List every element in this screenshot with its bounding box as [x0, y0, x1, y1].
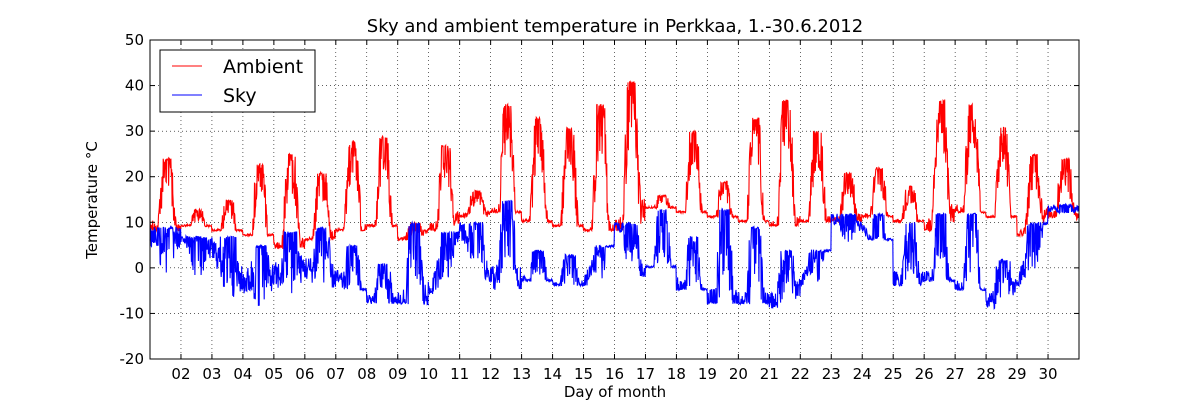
x-tick-label: 08 — [357, 365, 376, 383]
x-tick-label: 12 — [481, 365, 500, 383]
x-tick-label: 15 — [574, 365, 593, 383]
x-tick-label: 29 — [1008, 365, 1027, 383]
y-axis-label: Temperature °C — [83, 141, 101, 260]
x-tick-label: 28 — [977, 365, 996, 383]
x-tick-label: 10 — [419, 365, 438, 383]
y-tick-label: 20 — [125, 168, 144, 186]
x-tick-label: 20 — [729, 365, 748, 383]
x-tick-label: 26 — [915, 365, 934, 383]
x-tick-label: 03 — [202, 365, 221, 383]
x-tick-label: 14 — [543, 365, 562, 383]
x-tick-label: 09 — [388, 365, 407, 383]
y-tick-label: 40 — [125, 77, 144, 95]
x-tick-label: 19 — [698, 365, 717, 383]
sky-series-group — [149, 199, 1080, 310]
legend: Ambient Sky — [159, 49, 316, 113]
sky-series-line — [149, 199, 1080, 310]
x-tick-label: 07 — [326, 365, 345, 383]
axis-ticks — [150, 39, 1079, 360]
y-tick-label: 30 — [125, 122, 144, 140]
x-tick-label: 24 — [853, 365, 872, 383]
x-tick-label: 17 — [636, 365, 655, 383]
y-tick-label: 0 — [134, 259, 144, 277]
x-axis-label: Day of month — [564, 383, 666, 400]
x-tick-label: 11 — [450, 365, 469, 383]
x-tick-label: 18 — [667, 365, 686, 383]
x-tick-label: 23 — [822, 365, 841, 383]
y-tick-label: 50 — [125, 31, 144, 49]
x-tick-label: 27 — [946, 365, 965, 383]
legend-box — [159, 49, 316, 113]
y-tick-label: -20 — [120, 350, 145, 368]
x-tick-label: 04 — [233, 365, 252, 383]
y-tick-label: 10 — [125, 213, 144, 231]
y-tick-label: -10 — [120, 304, 145, 322]
grid-lines — [150, 40, 1079, 359]
x-tick-labels: 02 03 04 05 06 07 08 09 10 11 12 13 14 15 16 17 18 19 20 21… — [171, 365, 1057, 383]
x-tick-label: 22 — [791, 365, 810, 383]
x-tick-label: 02 — [171, 365, 190, 383]
x-tick-label: 16 — [605, 365, 624, 383]
x-tick-label: 06 — [295, 365, 314, 383]
legend-ambient-label: Ambient — [223, 56, 303, 78]
x-tick-label: 21 — [760, 365, 779, 383]
chart-title: Sky and ambient temperature in Perkkaa, … — [367, 16, 863, 37]
x-tick-label: 30 — [1038, 365, 1057, 383]
legend-sky-label: Sky — [223, 85, 257, 107]
y-tick-labels: -20 -10 0 10 20 30 40 50 — [120, 31, 145, 368]
x-tick-label: 05 — [264, 365, 283, 383]
x-tick-label: 25 — [884, 365, 903, 383]
x-tick-label: 13 — [512, 365, 531, 383]
